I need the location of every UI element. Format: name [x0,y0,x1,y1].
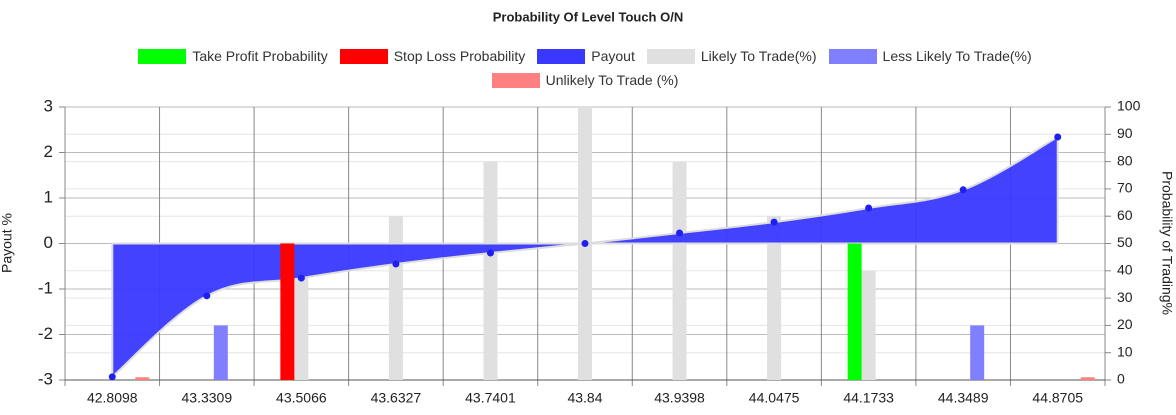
x-tick-label: 44.3489 [938,390,989,406]
x-tick-label: 43.9398 [654,390,705,406]
x-tick-label: 44.0475 [749,390,800,406]
payout-point [392,260,400,268]
y-tick-label: 0 [44,233,53,252]
y2-tick-label: 70 [1117,180,1133,196]
payout-point [676,229,684,237]
x-tick-label: 43.7401 [465,390,516,406]
y-tick-label: -3 [38,369,53,388]
legend-swatch [491,72,540,88]
y-tick-label: 3 [44,96,53,115]
payout-point [1054,133,1062,141]
bar [280,243,295,380]
y-axis-title: Payout % [0,213,15,273]
bar [861,270,876,380]
y-tick-label: -2 [38,324,53,343]
legend-label: Likely To Trade(%) [700,48,817,64]
legend-swatch [339,48,388,64]
payout-point [865,204,873,212]
y2-tick-label: 40 [1117,262,1133,278]
x-tick-label: 44.1733 [843,390,894,406]
legend-swatch [646,48,695,64]
bar [672,161,687,380]
bar [135,377,150,380]
y2-tick-label: 90 [1117,125,1133,141]
legend-label: Take Profit Probability [192,48,328,64]
chart-title: Probability Of Level Touch O/N [493,9,683,24]
legend-swatch [537,48,586,64]
bar [767,216,782,380]
x-tick-label: 42.8098 [87,390,138,406]
bar [213,325,228,380]
bar [970,325,985,380]
payout-point [959,186,967,194]
legend-label: Stop Loss Probability [393,48,526,64]
payout-point [108,373,116,381]
y2-tick-label: 0 [1117,371,1125,387]
y2-tick-label: 100 [1117,98,1141,114]
y2-axis-title: Probability of Trading% [1159,171,1175,315]
bar [294,270,309,380]
bar [388,216,403,380]
payout-point [486,249,494,257]
payout-point [297,274,305,282]
y2-tick-label: 50 [1117,234,1133,250]
legend-item[interactable]: Stop Loss Probability [339,48,526,64]
y-tick-label: 2 [44,142,53,161]
legend-item[interactable]: Less Likely To Trade(%) [828,48,1032,64]
bar [1080,377,1095,380]
legend-item[interactable]: Take Profit Probability [138,48,328,64]
payout-point [581,240,589,247]
y2-tick-label: 60 [1117,207,1133,223]
legend: Take Profit Probability Stop Loss Probabi… [95,48,1075,88]
bar [847,243,862,380]
x-tick-label: 43.84 [567,390,602,406]
payout-point [770,218,778,226]
x-tick-label: 44.8705 [1032,390,1083,406]
legend-label: Payout [591,48,635,64]
y2-tick-label: 30 [1117,289,1133,305]
legend-swatch [828,48,877,64]
payout-point [203,292,211,300]
x-tick-label: 43.5066 [276,390,327,406]
legend-item[interactable]: Payout [537,48,635,64]
legend-label: Less Likely To Trade(%) [882,48,1032,64]
x-tick-label: 43.6327 [371,390,422,406]
legend-swatch [138,48,187,64]
legend-label: Unlikely To Trade (%) [545,72,679,88]
y-tick-label: 1 [44,187,53,206]
bar [483,161,498,380]
legend-item[interactable]: Likely To Trade(%) [646,48,817,64]
y-tick-label: -1 [38,278,53,297]
y2-tick-label: 80 [1117,152,1133,168]
legend-item[interactable]: Unlikely To Trade (%) [491,72,679,88]
x-tick-label: 43.3309 [182,390,233,406]
y2-tick-label: 20 [1117,316,1133,332]
y2-tick-label: 10 [1117,343,1133,359]
